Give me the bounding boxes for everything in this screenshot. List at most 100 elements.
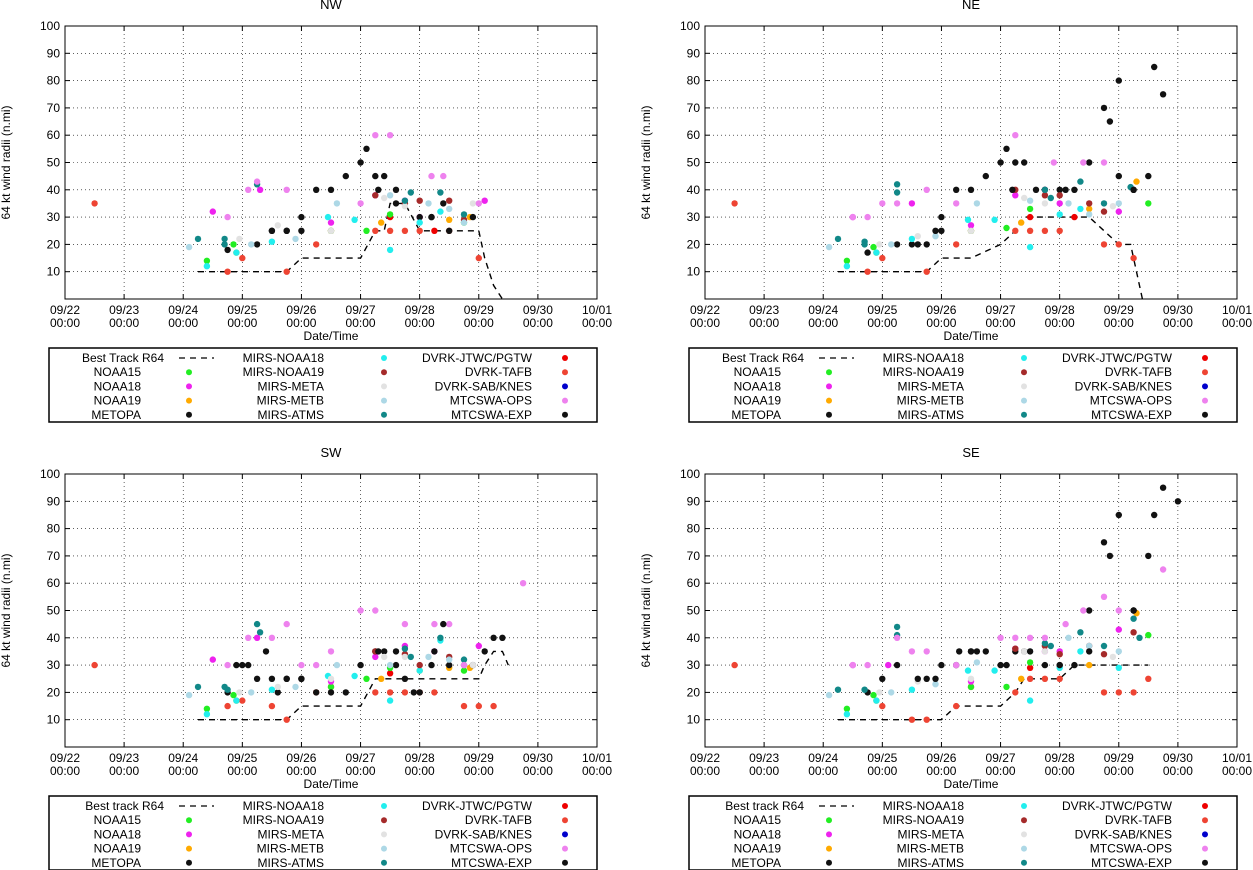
y-tick-label: 90 — [687, 46, 701, 60]
data-point — [1115, 626, 1122, 633]
x-tick-time: 00:00 — [749, 316, 779, 330]
data-point — [967, 222, 975, 229]
data-point — [392, 661, 400, 669]
data-point — [932, 233, 939, 240]
data-point — [375, 186, 382, 193]
legend-marker — [186, 369, 192, 376]
legend-marker — [381, 817, 387, 824]
data-point — [342, 689, 349, 696]
data-point — [1145, 675, 1152, 682]
data-point — [475, 200, 482, 207]
data-point — [1077, 178, 1084, 185]
data-point — [378, 219, 385, 226]
data-point — [908, 648, 916, 655]
data-point — [327, 648, 335, 655]
legend-marker — [562, 831, 568, 838]
data-point — [446, 656, 453, 663]
series-mirs-metb — [185, 192, 468, 251]
y-tick-label: 70 — [47, 549, 61, 563]
panel-title: NW — [320, 0, 342, 12]
legend-marker — [186, 397, 192, 404]
data-point — [224, 702, 231, 710]
data-point — [973, 648, 981, 655]
x-tick-time: 00:00 — [1045, 764, 1075, 778]
x-tick-time: 00:00 — [1222, 764, 1252, 778]
data-point — [982, 172, 989, 180]
data-point — [446, 661, 453, 669]
data-point — [967, 227, 975, 234]
data-point — [283, 227, 290, 234]
legend-marker — [1202, 859, 1208, 866]
data-point — [843, 257, 851, 264]
best-track-line — [198, 202, 503, 299]
data-point — [879, 200, 886, 207]
y-tick-label: 90 — [687, 494, 701, 508]
data-point — [893, 661, 901, 669]
data-point — [1145, 200, 1152, 207]
legend-label: NOAA15 — [94, 813, 142, 827]
data-point — [888, 241, 895, 248]
legend-marker — [1021, 411, 1027, 418]
data-point — [239, 697, 246, 704]
data-point — [1062, 620, 1069, 628]
legend-marker — [1021, 831, 1027, 838]
legend-label: MIRS-NOAA19 — [243, 813, 325, 827]
legend-marker — [186, 383, 192, 390]
data-point — [1003, 145, 1010, 152]
data-point — [386, 661, 394, 669]
best-track-line — [198, 650, 509, 721]
legend-label: Best track R64 — [85, 799, 164, 813]
y-tick-label: 40 — [687, 183, 701, 197]
data-point — [1041, 200, 1049, 207]
x-axis-label: Date/Time — [304, 777, 359, 791]
data-point — [446, 216, 453, 223]
x-tick-time: 00:00 — [109, 316, 139, 330]
data-point — [416, 227, 423, 234]
data-point — [245, 634, 252, 641]
data-point — [298, 661, 305, 669]
data-point — [864, 249, 871, 256]
data-point — [440, 172, 447, 180]
x-tick-date: 09/25 — [867, 751, 897, 765]
legend-label: DVRK-JTWC/PGTW — [422, 351, 533, 365]
data-point — [428, 213, 435, 221]
data-point — [446, 197, 453, 204]
x-tick-time: 00:00 — [1104, 764, 1134, 778]
data-point — [1115, 689, 1122, 696]
legend-marker — [826, 845, 832, 852]
series-mtcswa-ops — [224, 132, 482, 221]
data-point — [274, 683, 281, 691]
legend-marker — [1021, 803, 1027, 809]
data-point — [1115, 511, 1122, 519]
data-point — [185, 243, 193, 251]
x-tick-date: 09/27 — [986, 751, 1016, 765]
data-point — [1086, 211, 1093, 218]
x-tick-time: 00:00 — [286, 316, 316, 330]
y-tick-label: 80 — [687, 522, 701, 536]
data-point — [1145, 172, 1152, 180]
data-point — [416, 689, 423, 696]
data-point — [327, 683, 335, 691]
data-point — [923, 268, 930, 275]
data-point — [967, 648, 975, 655]
legend-box — [688, 347, 1238, 423]
x-tick-date: 09/27 — [986, 303, 1016, 317]
legend-marker — [1021, 383, 1027, 390]
data-point — [879, 254, 886, 262]
legend-label: Best track R64 — [725, 799, 804, 813]
x-tick-date: 09/29 — [464, 303, 494, 317]
data-point — [194, 683, 202, 691]
data-point — [298, 227, 305, 234]
data-point — [313, 661, 320, 669]
x-tick-date: 09/24 — [808, 751, 838, 765]
data-point — [1056, 661, 1063, 669]
x-tick-time: 00:00 — [168, 764, 198, 778]
data-point — [932, 681, 939, 688]
data-point — [1012, 645, 1019, 652]
x-tick-date: 09/29 — [1104, 751, 1134, 765]
data-point — [357, 661, 364, 669]
data-point — [91, 200, 98, 207]
data-point — [893, 634, 901, 641]
legend-label: MIRS-NOAA18 — [883, 351, 965, 365]
